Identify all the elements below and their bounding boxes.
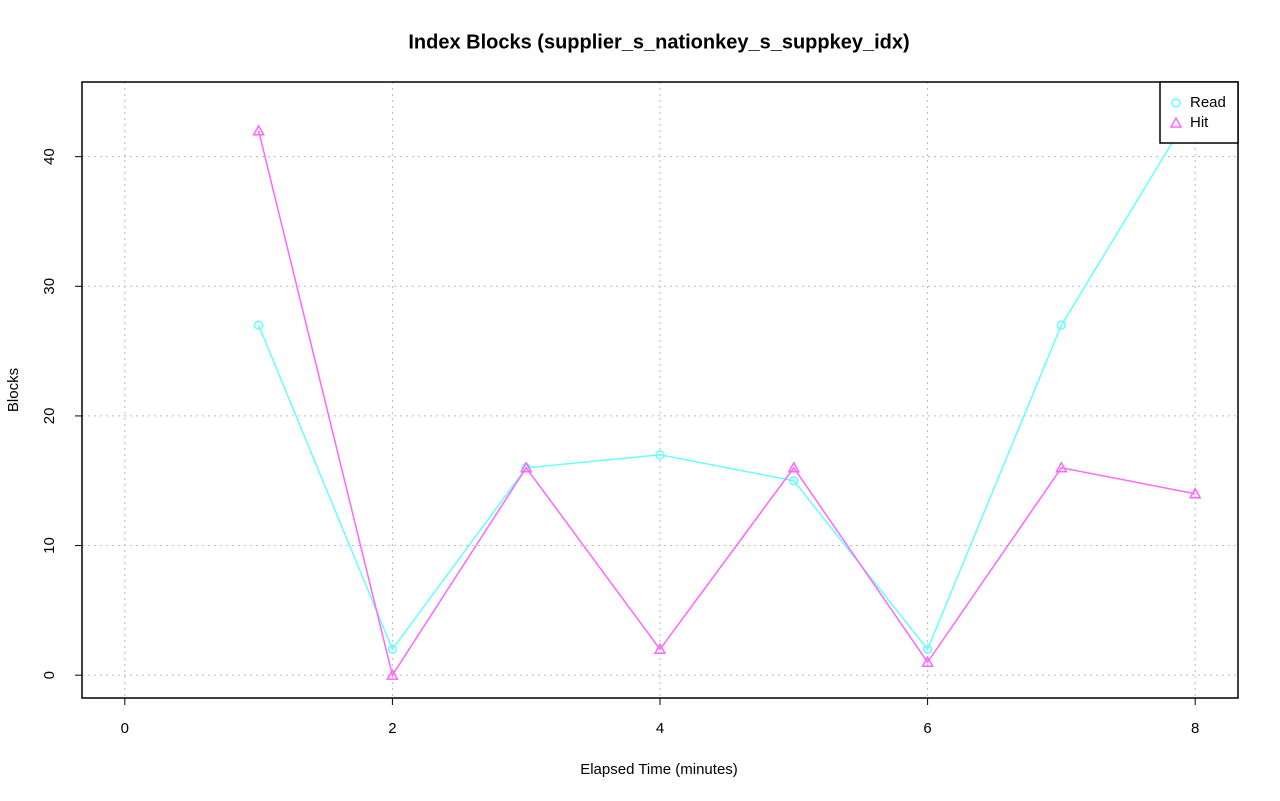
y-axis-title: Blocks (5, 368, 22, 412)
data-point (387, 644, 398, 655)
legend-marker (1171, 98, 1181, 108)
legend-label: Hit (1190, 114, 1209, 131)
y-tick-label: 0 (41, 671, 58, 679)
data-point (787, 461, 801, 473)
data-point (1055, 461, 1068, 473)
series-line (257, 130, 1196, 678)
y-tick-label: 20 (41, 408, 58, 425)
x-tick-label: 2 (388, 720, 396, 737)
x-tick-label: 6 (923, 720, 931, 737)
x-tick-label: 4 (656, 720, 664, 737)
data-point (253, 320, 264, 330)
x-axis-title: Elapsed Time (minutes) (580, 761, 738, 778)
x-tick-label: 0 (121, 720, 129, 737)
data-point (1188, 487, 1202, 499)
data-point (921, 655, 934, 667)
data-point (922, 644, 933, 655)
legend-box (1159, 81, 1239, 144)
data-point (1056, 320, 1067, 330)
chart-title: Index Blocks (supplier_s_nationkey_s_sup… (408, 31, 909, 53)
legend-marker (1169, 116, 1183, 128)
plot-frame (81, 81, 1239, 699)
x-tick-label: 8 (1191, 720, 1199, 737)
data-point (789, 475, 799, 486)
data-point (252, 124, 265, 136)
data-point (655, 450, 665, 460)
y-tick-label: 40 (41, 148, 58, 165)
y-tick-label: 30 (41, 278, 58, 295)
y-tick-label: 10 (41, 537, 58, 554)
data-point (519, 461, 533, 473)
data-point (653, 642, 667, 655)
data-point (386, 668, 399, 680)
legend-label: Read (1190, 94, 1226, 111)
series-line (257, 104, 1196, 651)
